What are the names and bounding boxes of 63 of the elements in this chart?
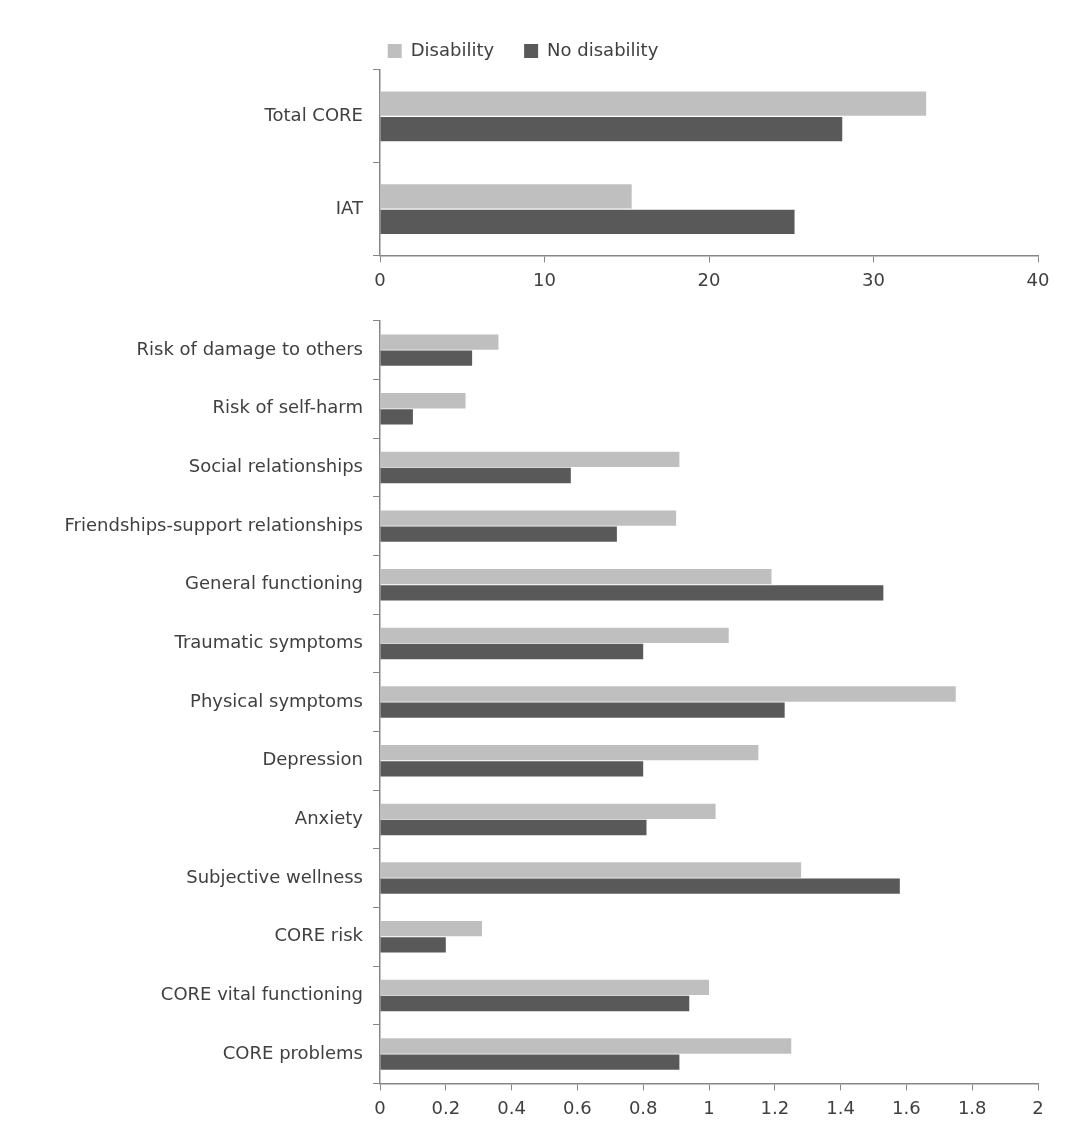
bar xyxy=(380,209,795,234)
x-tick-label: 40 xyxy=(1026,268,1050,290)
x-tick-label: 0.6 xyxy=(563,1096,592,1118)
x-tick-label: 0.2 xyxy=(431,1096,461,1118)
bar xyxy=(380,1038,792,1054)
y-tick-label: Friendships-support relationships xyxy=(64,513,363,535)
legend-label: Disability xyxy=(410,38,495,60)
x-tick-label: 0.4 xyxy=(497,1096,526,1118)
bar xyxy=(380,995,690,1012)
y-tick-label: Total CORE xyxy=(263,104,363,126)
bar xyxy=(380,819,647,836)
bar xyxy=(380,921,482,937)
y-tick-label: Social relationships xyxy=(188,455,363,477)
bar xyxy=(380,393,466,409)
bar xyxy=(380,91,927,116)
bar xyxy=(380,510,677,526)
y-tick-label: Subjective wellness xyxy=(186,865,363,887)
y-tick-label: CORE problems xyxy=(222,1041,363,1063)
bar xyxy=(380,803,716,820)
bar xyxy=(380,979,709,995)
bar xyxy=(380,643,644,660)
y-tick-label: Physical symptoms xyxy=(190,689,363,711)
bar xyxy=(380,761,644,777)
bar xyxy=(380,627,729,644)
bar xyxy=(380,350,473,366)
x-tick-label: 1 xyxy=(703,1096,715,1118)
x-tick-label: 0 xyxy=(374,268,386,290)
x-tick-label: 0 xyxy=(374,1096,386,1118)
bar xyxy=(380,467,571,484)
bar xyxy=(380,862,802,878)
x-tick-label: 1.2 xyxy=(760,1096,790,1118)
y-tick-label: CORE risk xyxy=(274,924,364,946)
x-tick-label: 2 xyxy=(1032,1096,1044,1118)
y-tick-label: Risk of self-harm xyxy=(212,396,363,418)
bar xyxy=(380,878,900,894)
y-tick-label: Traumatic symptoms xyxy=(173,631,363,653)
bar xyxy=(380,184,632,209)
x-tick-label: 1.8 xyxy=(957,1096,987,1118)
x-tick-label: 20 xyxy=(697,268,721,290)
legend-label: No disability xyxy=(547,38,659,60)
y-tick-label: General functioning xyxy=(184,572,363,594)
bar xyxy=(380,702,785,718)
x-tick-label: 10 xyxy=(533,268,556,290)
x-tick-label: 1.6 xyxy=(892,1096,921,1118)
bar xyxy=(380,409,413,425)
bar xyxy=(380,451,680,468)
bar xyxy=(380,937,446,953)
y-tick-label: Depression xyxy=(262,748,363,770)
bar xyxy=(380,116,843,142)
bar xyxy=(380,686,956,702)
bar xyxy=(380,745,759,761)
y-tick-label: Risk of damage to others xyxy=(136,337,363,359)
bar xyxy=(380,1054,680,1070)
bar xyxy=(380,334,499,350)
bar xyxy=(380,585,884,601)
y-tick-label: CORE vital functioning xyxy=(160,983,363,1005)
bar xyxy=(380,526,617,542)
y-tick-label: Anxiety xyxy=(294,807,364,829)
x-tick-label: 30 xyxy=(862,268,885,290)
x-tick-label: 0.8 xyxy=(628,1096,658,1118)
x-tick-label: 1.4 xyxy=(826,1096,855,1118)
bar xyxy=(380,569,772,585)
y-tick-label: IAT xyxy=(335,196,364,218)
